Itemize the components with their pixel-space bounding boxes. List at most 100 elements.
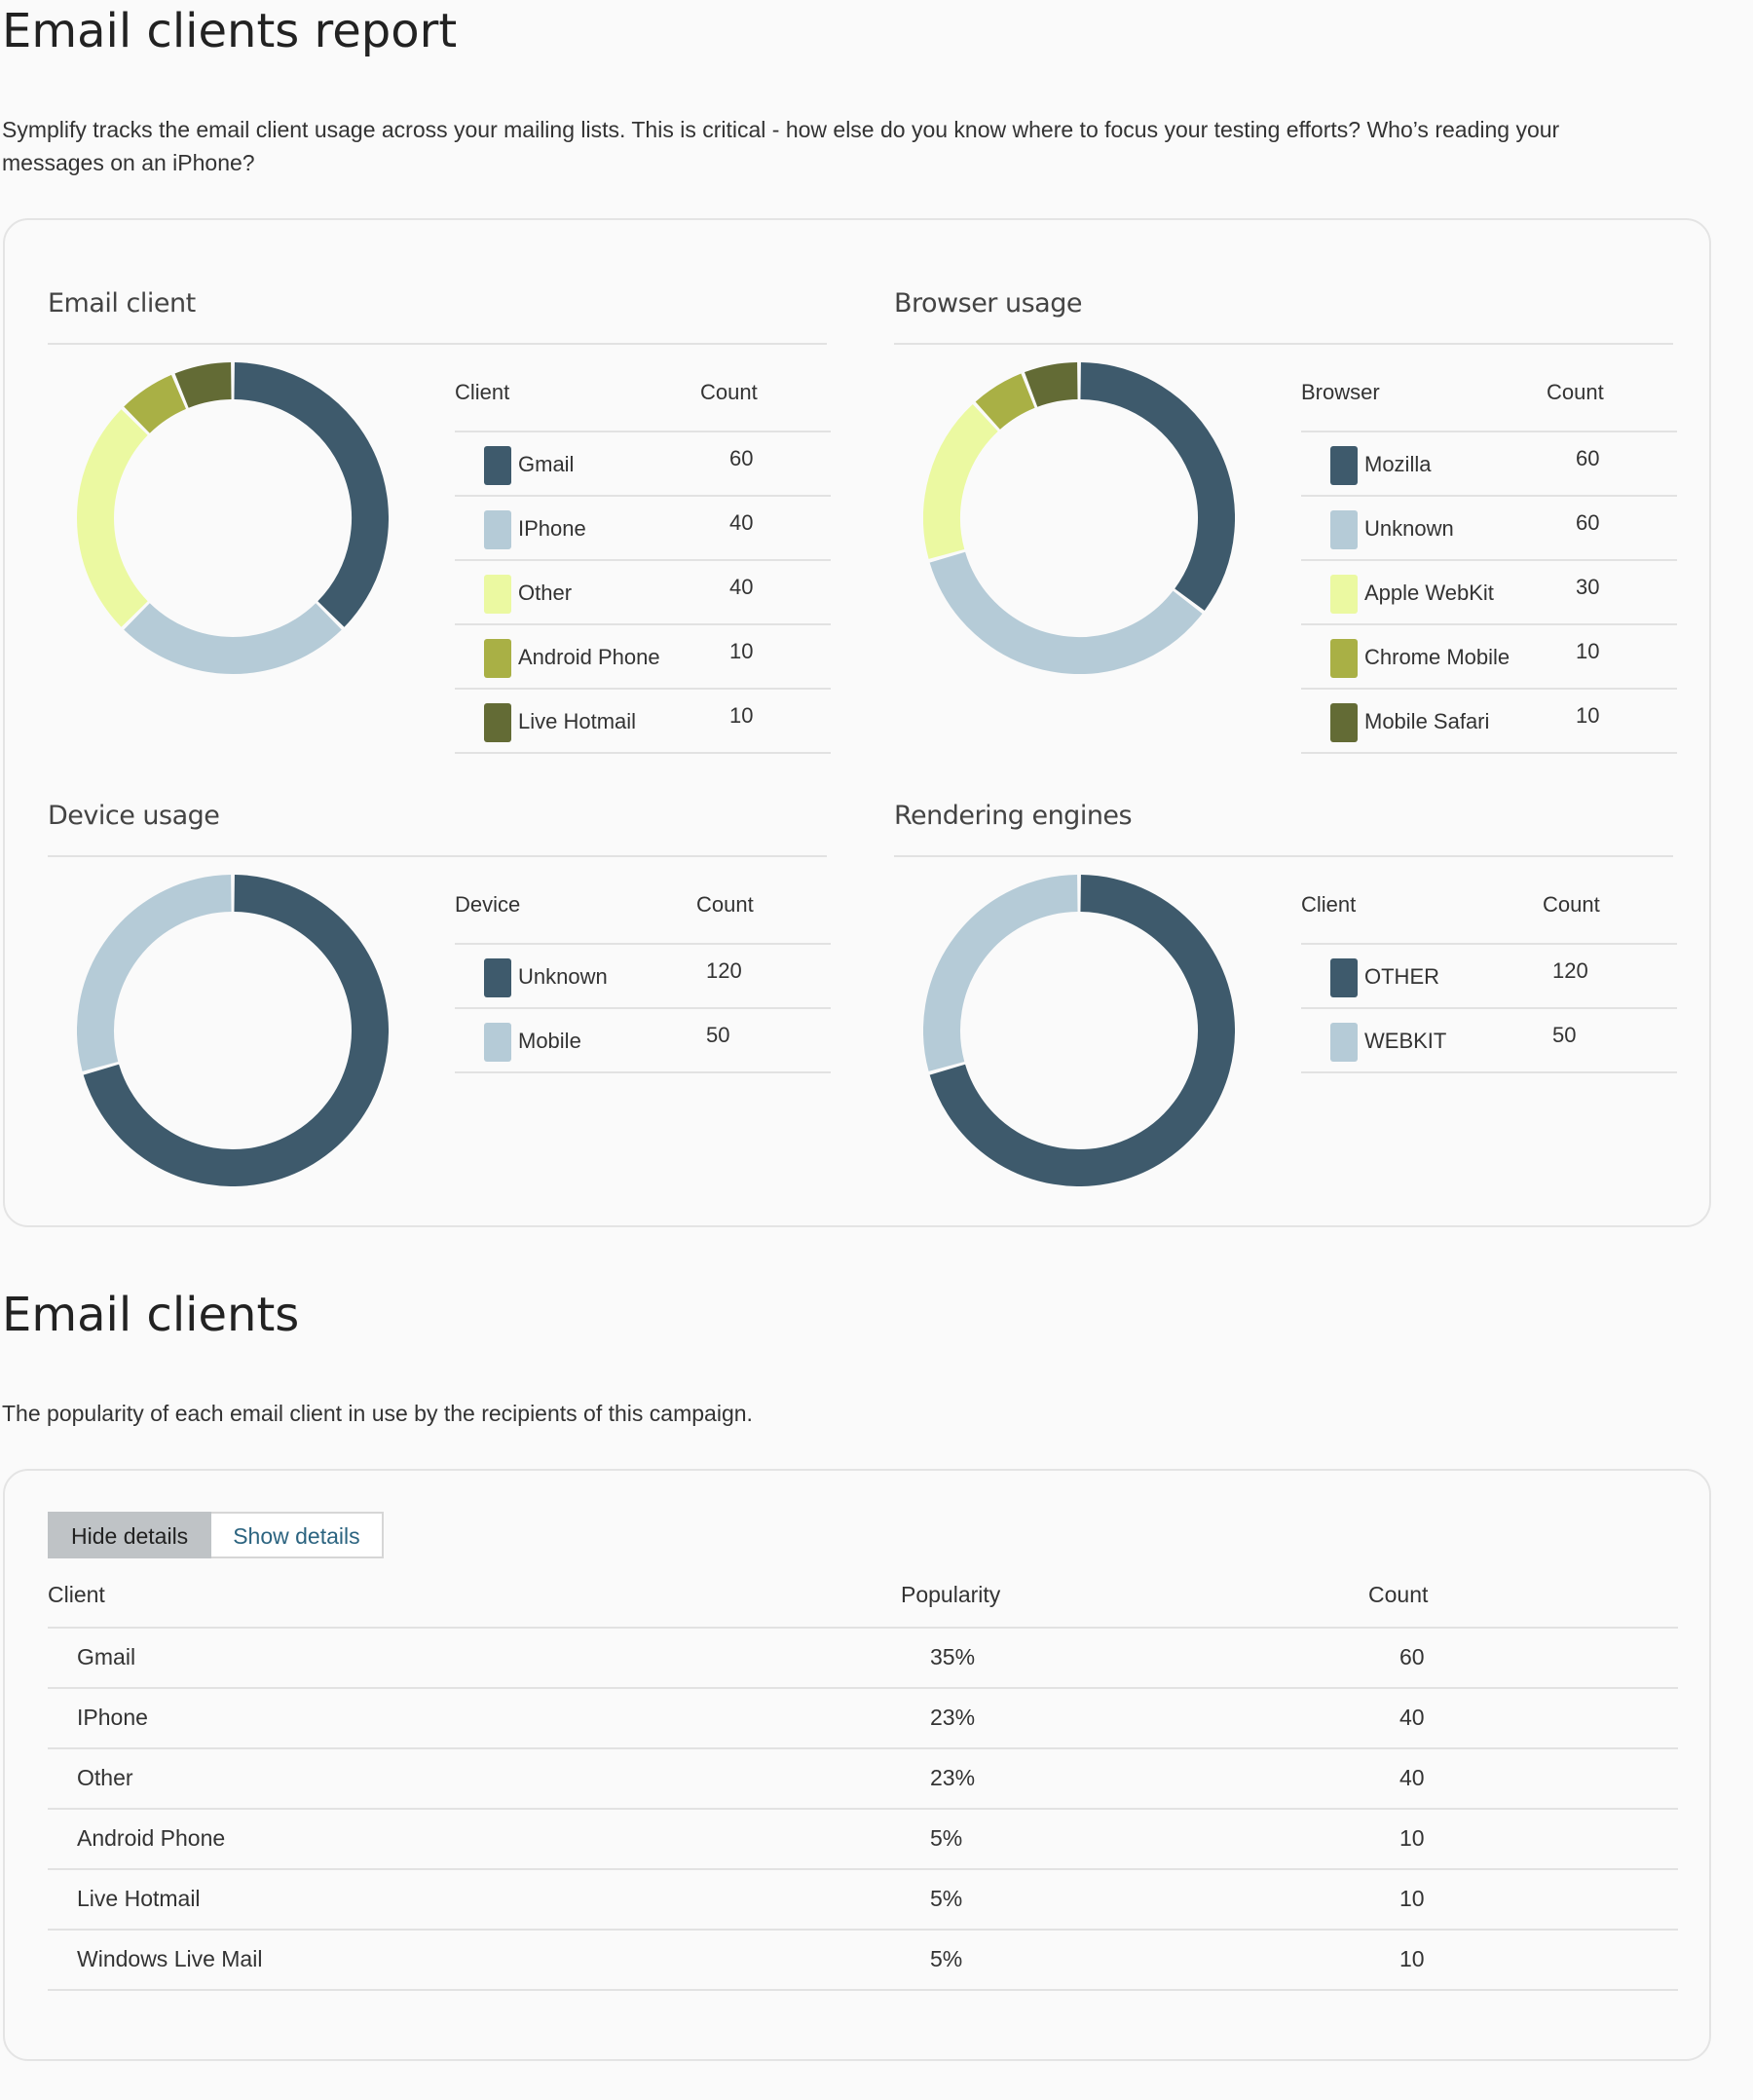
cell-client: Other bbox=[77, 1765, 133, 1790]
cell-client: Windows Live Mail bbox=[77, 1946, 263, 1971]
legend-swatch bbox=[484, 510, 511, 549]
legend-count: 50 bbox=[1552, 1023, 1577, 1047]
legend-swatch bbox=[484, 958, 511, 997]
legend-label: Mozilla bbox=[1364, 452, 1432, 476]
table-row: Other 23% 40 bbox=[48, 1749, 1678, 1810]
legend-row: Android Phone 10 bbox=[455, 625, 831, 690]
donut-segment-chrome-mobile[interactable] bbox=[975, 373, 1036, 431]
header-count: Count bbox=[1368, 1582, 1429, 1607]
legend-row: Mozilla 60 bbox=[1301, 432, 1677, 497]
clients-table: Client Popularity Count Gmail 35% 60 IPhone… bbox=[48, 1564, 1678, 1991]
cell-count: 40 bbox=[1399, 1765, 1425, 1790]
legend-row: OTHER 120 bbox=[1301, 945, 1677, 1009]
donut-chart bbox=[923, 875, 1235, 1186]
legend-header: Client Count bbox=[455, 380, 831, 432]
legend-row: Unknown 120 bbox=[455, 945, 831, 1009]
cell-popularity: 5% bbox=[930, 1946, 963, 1971]
legend-row: Unknown 60 bbox=[1301, 497, 1677, 561]
panel-title: Browser usage bbox=[894, 288, 1082, 319]
donut-segment-webkit[interactable] bbox=[923, 875, 1078, 1071]
cell-count: 10 bbox=[1399, 1946, 1425, 1971]
legend-row: WEBKIT 50 bbox=[1301, 1009, 1677, 1073]
legend-count: 10 bbox=[1576, 703, 1600, 728]
show-details-button[interactable]: Show details bbox=[211, 1512, 384, 1558]
donut-segment-apple-webkit[interactable] bbox=[923, 404, 999, 559]
panel-title: Rendering engines bbox=[894, 801, 1133, 831]
email-clients-description: The popularity of each email client in u… bbox=[2, 1401, 753, 1426]
hide-details-button[interactable]: Hide details bbox=[48, 1512, 212, 1558]
donut-segment-mobile[interactable] bbox=[77, 875, 232, 1071]
table-header: Client Popularity Count bbox=[48, 1564, 1678, 1629]
legend-swatch bbox=[1330, 510, 1358, 549]
legend-count: 60 bbox=[1576, 446, 1600, 470]
cell-popularity: 23% bbox=[930, 1705, 976, 1730]
legend-count: 60 bbox=[1576, 510, 1600, 535]
legend-label: Live Hotmail bbox=[518, 709, 637, 733]
cell-popularity: 5% bbox=[930, 1825, 963, 1851]
legend-label: Mobile bbox=[518, 1029, 581, 1053]
legend-count: 40 bbox=[729, 510, 754, 535]
legend-swatch bbox=[484, 639, 511, 678]
panel-rendering-engines: Rendering engines Client Count OTHER 120 WEBK… bbox=[894, 797, 1677, 1284]
donut-segment-gmail[interactable] bbox=[234, 362, 389, 627]
legend-header-label: Device bbox=[455, 892, 521, 917]
legend-count: 120 bbox=[1552, 958, 1588, 983]
cell-count: 40 bbox=[1399, 1705, 1425, 1730]
table-row: IPhone 23% 40 bbox=[48, 1689, 1678, 1749]
legend-header-label: Client bbox=[455, 380, 510, 404]
legend-row: Chrome Mobile 10 bbox=[1301, 625, 1677, 690]
legend-label: Other bbox=[518, 581, 573, 605]
legend-swatch bbox=[1330, 639, 1358, 678]
cell-client: Android Phone bbox=[77, 1825, 226, 1851]
cell-count: 60 bbox=[1399, 1644, 1425, 1669]
donut-segment-iphone[interactable] bbox=[124, 602, 342, 674]
charts-card: Email client Client Count Gmail 60 IPhone 40 Ot… bbox=[3, 218, 1711, 1227]
legend-row: Apple WebKit 30 bbox=[1301, 561, 1677, 625]
donut-chart bbox=[77, 362, 389, 674]
panel-divider bbox=[48, 855, 827, 857]
table-row: Gmail 35% 60 bbox=[48, 1629, 1678, 1689]
donut-segment-mobile-safari[interactable] bbox=[1024, 362, 1079, 407]
legend-swatch bbox=[484, 1023, 511, 1062]
header-popularity: Popularity bbox=[901, 1582, 1001, 1607]
donut-segment-live-hotmail[interactable] bbox=[174, 362, 233, 408]
legend-row: Gmail 60 bbox=[455, 432, 831, 497]
legend-header: Browser Count bbox=[1301, 380, 1677, 432]
legend-swatch bbox=[484, 703, 511, 742]
legend-label: OTHER bbox=[1364, 964, 1439, 989]
panel-title: Device usage bbox=[48, 801, 220, 831]
legend-row: Mobile Safari 10 bbox=[1301, 690, 1677, 754]
donut-segment-other[interactable] bbox=[929, 875, 1235, 1186]
legend-header-count: Count bbox=[1547, 380, 1604, 404]
legend-swatch bbox=[1330, 703, 1358, 742]
cell-client: Live Hotmail bbox=[77, 1886, 201, 1911]
legend-swatch bbox=[484, 575, 511, 614]
email-clients-title: Email clients bbox=[2, 1288, 300, 1342]
legend-header-count: Count bbox=[700, 380, 758, 404]
donut-chart bbox=[77, 875, 389, 1186]
legend-label: Chrome Mobile bbox=[1364, 645, 1511, 669]
legend-header: Device Count bbox=[455, 892, 831, 945]
donut-segment-unknown[interactable] bbox=[929, 551, 1203, 674]
legend-row: Mobile 50 bbox=[455, 1009, 831, 1073]
panel-title: Email client bbox=[48, 288, 196, 319]
legend-header-count: Count bbox=[1543, 892, 1600, 917]
cell-client: IPhone bbox=[77, 1705, 148, 1730]
donut-segment-android-phone[interactable] bbox=[124, 374, 187, 434]
donut-segment-other[interactable] bbox=[77, 409, 149, 627]
legend-label: Unknown bbox=[1364, 516, 1454, 541]
legend-label: Android Phone bbox=[518, 645, 660, 669]
legend-table: Client Count Gmail 60 IPhone 40 Other 40 Android… bbox=[455, 380, 831, 754]
table-body: Gmail 35% 60 IPhone 23% 40 Other 23% 40 Android P… bbox=[48, 1629, 1678, 1991]
donut-segment-mozilla[interactable] bbox=[1080, 362, 1235, 611]
cell-popularity: 23% bbox=[930, 1765, 976, 1790]
donut-chart bbox=[923, 362, 1235, 674]
donut-segment-unknown[interactable] bbox=[83, 875, 389, 1186]
legend-count: 50 bbox=[706, 1023, 730, 1047]
legend-label: Mobile Safari bbox=[1364, 709, 1490, 733]
legend-swatch bbox=[484, 446, 511, 485]
legend-count: 10 bbox=[729, 703, 754, 728]
panel-browser-usage: Browser usage Browser Count Mozilla 60 Unknow… bbox=[894, 284, 1677, 771]
legend-count: 30 bbox=[1576, 575, 1600, 599]
legend-swatch bbox=[1330, 575, 1358, 614]
